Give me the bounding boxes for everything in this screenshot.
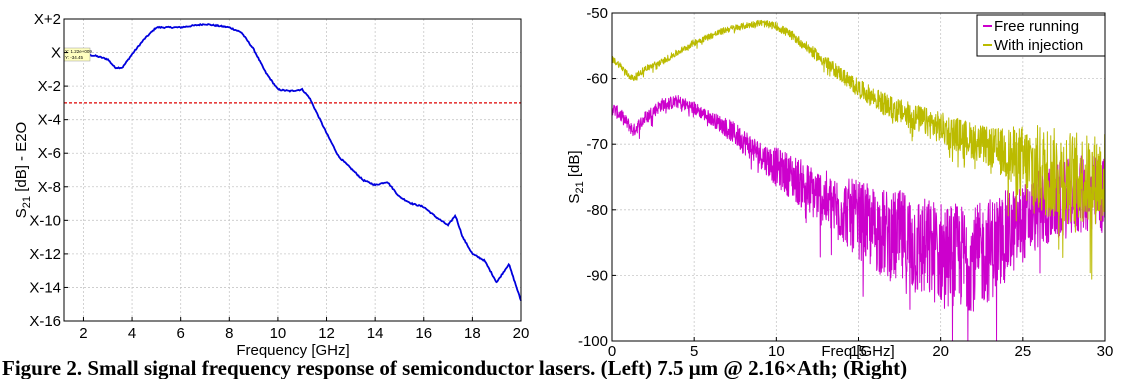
left-y-tick-label: X-4 [38,112,61,129]
left-ylabel-rest: [dB] - E2O [13,122,30,196]
right-x-tick-label: 15 [850,343,867,360]
left-x-tick-label: 4 [128,325,136,342]
legend-box [976,14,1106,57]
figure-caption: Figure 2. Small signal frequency respons… [2,358,908,379]
right-y-tick-label: -90 [586,267,608,284]
left-series [63,22,522,302]
left-x-tick-label: 16 [415,325,432,342]
right-legend: Free running With injection [976,14,1106,57]
right-ylabel-sub: 21 [574,181,586,193]
left-ylabel-main: S [13,208,30,218]
left-x-tick-label: 10 [270,325,287,342]
left-y-tick-label: X-12 [29,246,61,263]
left-x-tick-label: 6 [177,325,185,342]
left-plot-frame [63,18,522,322]
right-x-tick-label: 30 [1097,343,1114,360]
right-series [611,19,1106,342]
left-x-tick-label: 14 [367,325,384,342]
left-y-tick-label: X-10 [29,212,61,229]
left-y-tick-label: X+2 [34,11,61,28]
left-y-tick-label: X-2 [38,78,61,95]
left-x-tick-label: 12 [318,325,335,342]
left-chart: X: 1.22e+009 Y: -34.45 2 4 6 8 10 12 14 16 18 20 X… [13,11,529,359]
left-x-tick-label: 20 [513,325,530,342]
left-x-tick-label: 18 [464,325,481,342]
right-x-tick-label: 25 [1014,343,1031,360]
left-y-tick-label: X [51,45,61,62]
left-ticks: 2 4 6 8 10 12 14 16 18 20 X+2 X X-2 X-4 X-6 X-8 X-10 X-12… [29,11,529,342]
left-series-line [63,22,522,302]
right-xlabel: Freq [GHz] [821,343,894,360]
left-x-tick-label: 2 [79,325,87,342]
right-y-tick-label: -80 [586,202,608,219]
legend-label-with-injection: With injection [994,37,1083,54]
legend-label-free-running: Free running [994,18,1079,35]
right-y-tick-label: -50 [586,5,608,22]
right-y-tick-label: -60 [586,71,608,88]
right-ylabel-rest: [dB] [566,150,583,181]
left-x-tick-label: 8 [225,325,233,342]
left-ylabel: S21 [dB] - E2O [13,122,33,218]
right-y-tick-label: -100 [578,333,608,350]
left-y-tick-label: X-14 [29,279,61,296]
right-x-tick-label: 10 [768,343,785,360]
right-chart: 0 5 10 15 20 25 30 -50 -60 -70 -80 -90 -100 Freq [GH… [566,5,1113,360]
left-ylabel-sub: 21 [21,196,33,208]
left-y-tick-label: X-8 [38,179,61,196]
right-x-tick-label: 0 [608,343,616,360]
right-y-tick-label: -70 [586,136,608,153]
right-series-line-free-running [611,95,1106,342]
left-y-tick-label: X-16 [29,313,61,330]
right-ylabel-main: S [566,194,583,204]
right-series-line-with-injection [611,19,1106,280]
right-x-tick-label: 20 [932,343,949,360]
left-xlabel: Frequency [GHz] [236,342,349,359]
datatip-line-2: Y: -34.45 [65,55,84,60]
left-plot-area [64,19,521,321]
right-x-tick-label: 5 [690,343,698,360]
left-y-tick-label: X-6 [38,145,61,162]
left-datatip: X: 1.22e+009 Y: -34.45 [63,47,92,62]
right-ylabel: S21 [dB] [566,150,586,203]
datatip-line-1: X: 1.22e+009 [65,49,92,54]
right-ticks: 0 5 10 15 20 25 30 -50 -60 -70 -80 -90 -100 [578,5,1113,360]
